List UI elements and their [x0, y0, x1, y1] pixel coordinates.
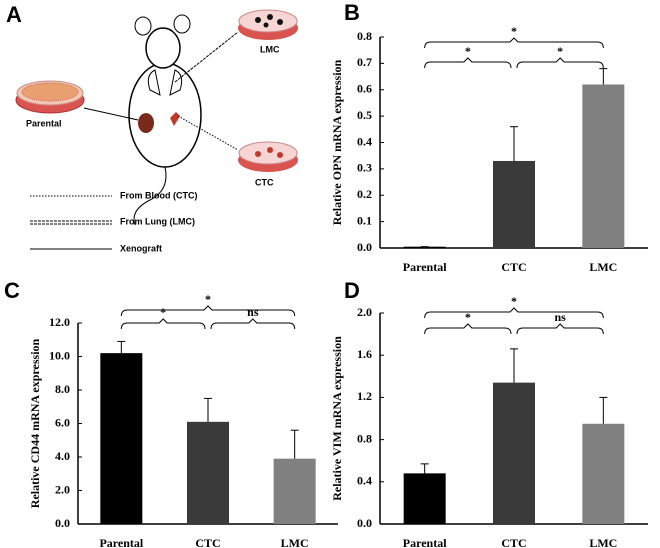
y-tick-label: 4.0: [55, 449, 70, 463]
y-tick-label: 1.6: [357, 347, 372, 361]
y-tick-label: 12.0: [49, 315, 70, 329]
y-tick-label: 0.8: [357, 29, 372, 43]
significance-label: *: [160, 305, 166, 319]
lungs: [147, 69, 183, 96]
blood: [170, 112, 180, 126]
x-tick-label: CTC: [501, 260, 526, 274]
mouse-body: [128, 62, 202, 168]
dish-label: LMC: [260, 44, 280, 54]
y-tick-label: 0.0: [357, 240, 372, 254]
y-tick-label: 10.0: [49, 348, 70, 362]
mouse-ear: [173, 14, 191, 34]
significance-bracket: [424, 57, 512, 69]
significance-bracket: [120, 318, 206, 330]
significance-label: *: [205, 292, 211, 306]
significance-bracket: [516, 57, 604, 69]
colony: [267, 147, 273, 153]
legend-label: Xenograft: [120, 243, 162, 253]
colony: [277, 19, 283, 25]
y-tick-label: 0.5: [357, 108, 372, 122]
panel-label: A: [6, 2, 22, 27]
significance-label: *: [465, 44, 471, 58]
significance-label: *: [465, 310, 471, 324]
y-tick-label: 0.2: [357, 187, 372, 201]
panel-label: C: [4, 278, 20, 303]
colony: [255, 151, 261, 157]
colony: [267, 14, 273, 20]
y-tick-label: 2.0: [357, 305, 372, 319]
y-tick-label: 1.2: [357, 389, 372, 403]
y-axis-label: Relative VIM mRNA expression: [330, 336, 344, 501]
colony: [277, 152, 283, 158]
tumor: [138, 113, 154, 133]
bar: [100, 353, 143, 524]
panel-label: D: [344, 278, 360, 303]
significance-bracket: [516, 323, 604, 335]
x-tick-label: CTC: [501, 536, 526, 548]
diagram: A Parental LMC CTC From Blood (CTC) From: [6, 2, 298, 253]
bar: [403, 246, 446, 248]
significance-bracket: [424, 37, 604, 49]
y-tick-label: 0.3: [357, 161, 372, 175]
y-tick-label: 0.4: [357, 134, 372, 148]
y-axis-label: Relative CD44 mRNA expression: [28, 338, 42, 508]
arrow: [83, 107, 139, 121]
y-tick-label: 0.8: [357, 431, 372, 445]
bar: [493, 160, 535, 248]
bar: [582, 423, 625, 524]
cells: [21, 82, 79, 102]
y-tick-label: 0.4: [357, 474, 372, 488]
x-tick-label: Parental: [403, 260, 447, 274]
significance-bracket: [424, 323, 512, 335]
y-tick-label: 0.0: [357, 516, 372, 530]
bar: [403, 473, 446, 524]
x-tick-label: Parental: [99, 536, 143, 548]
significance-bracket: [120, 305, 296, 317]
bar: [187, 421, 229, 524]
colony: [263, 22, 269, 28]
x-tick-label: CTC: [195, 536, 220, 548]
dish: [238, 9, 298, 33]
y-axis-label: Relative OPN mRNA expression: [330, 59, 344, 225]
bar: [273, 458, 316, 524]
y-tick-label: 0.0: [55, 516, 70, 530]
significance-label: *: [557, 44, 563, 58]
x-tick-label: LMC: [281, 536, 309, 548]
bar: [582, 84, 625, 248]
colony: [255, 17, 261, 23]
dish: [238, 141, 298, 165]
y-tick-label: 6.0: [55, 415, 70, 429]
mouse-head: [145, 27, 181, 69]
legend-label: From Lung (LMC): [120, 216, 195, 226]
bar: [493, 382, 535, 524]
significance-label: ns: [554, 310, 566, 324]
x-tick-label: Parental: [403, 536, 447, 548]
x-tick-label: LMC: [589, 260, 617, 274]
significance-label: *: [511, 294, 517, 308]
significance-bracket: [210, 318, 296, 330]
y-tick-label: 0.1: [357, 213, 372, 227]
x-tick-label: LMC: [589, 536, 617, 548]
y-tick-label: 0.6: [357, 82, 372, 96]
dish-label: CTC: [255, 177, 274, 187]
significance-label: *: [511, 24, 517, 38]
mouse-tail: [133, 166, 167, 226]
legend-label: From Blood (CTC): [120, 190, 197, 200]
y-tick-label: 0.7: [357, 55, 372, 69]
dish-label: Parental: [26, 118, 62, 128]
y-tick-label: 2.0: [55, 482, 70, 496]
arrow: [177, 115, 239, 151]
panel-label: B: [344, 0, 360, 25]
arrow: [174, 31, 239, 83]
y-tick-label: 8.0: [55, 382, 70, 396]
mouse-ear: [134, 16, 152, 36]
significance-bracket: [424, 307, 604, 319]
significance-label: ns: [247, 305, 259, 319]
